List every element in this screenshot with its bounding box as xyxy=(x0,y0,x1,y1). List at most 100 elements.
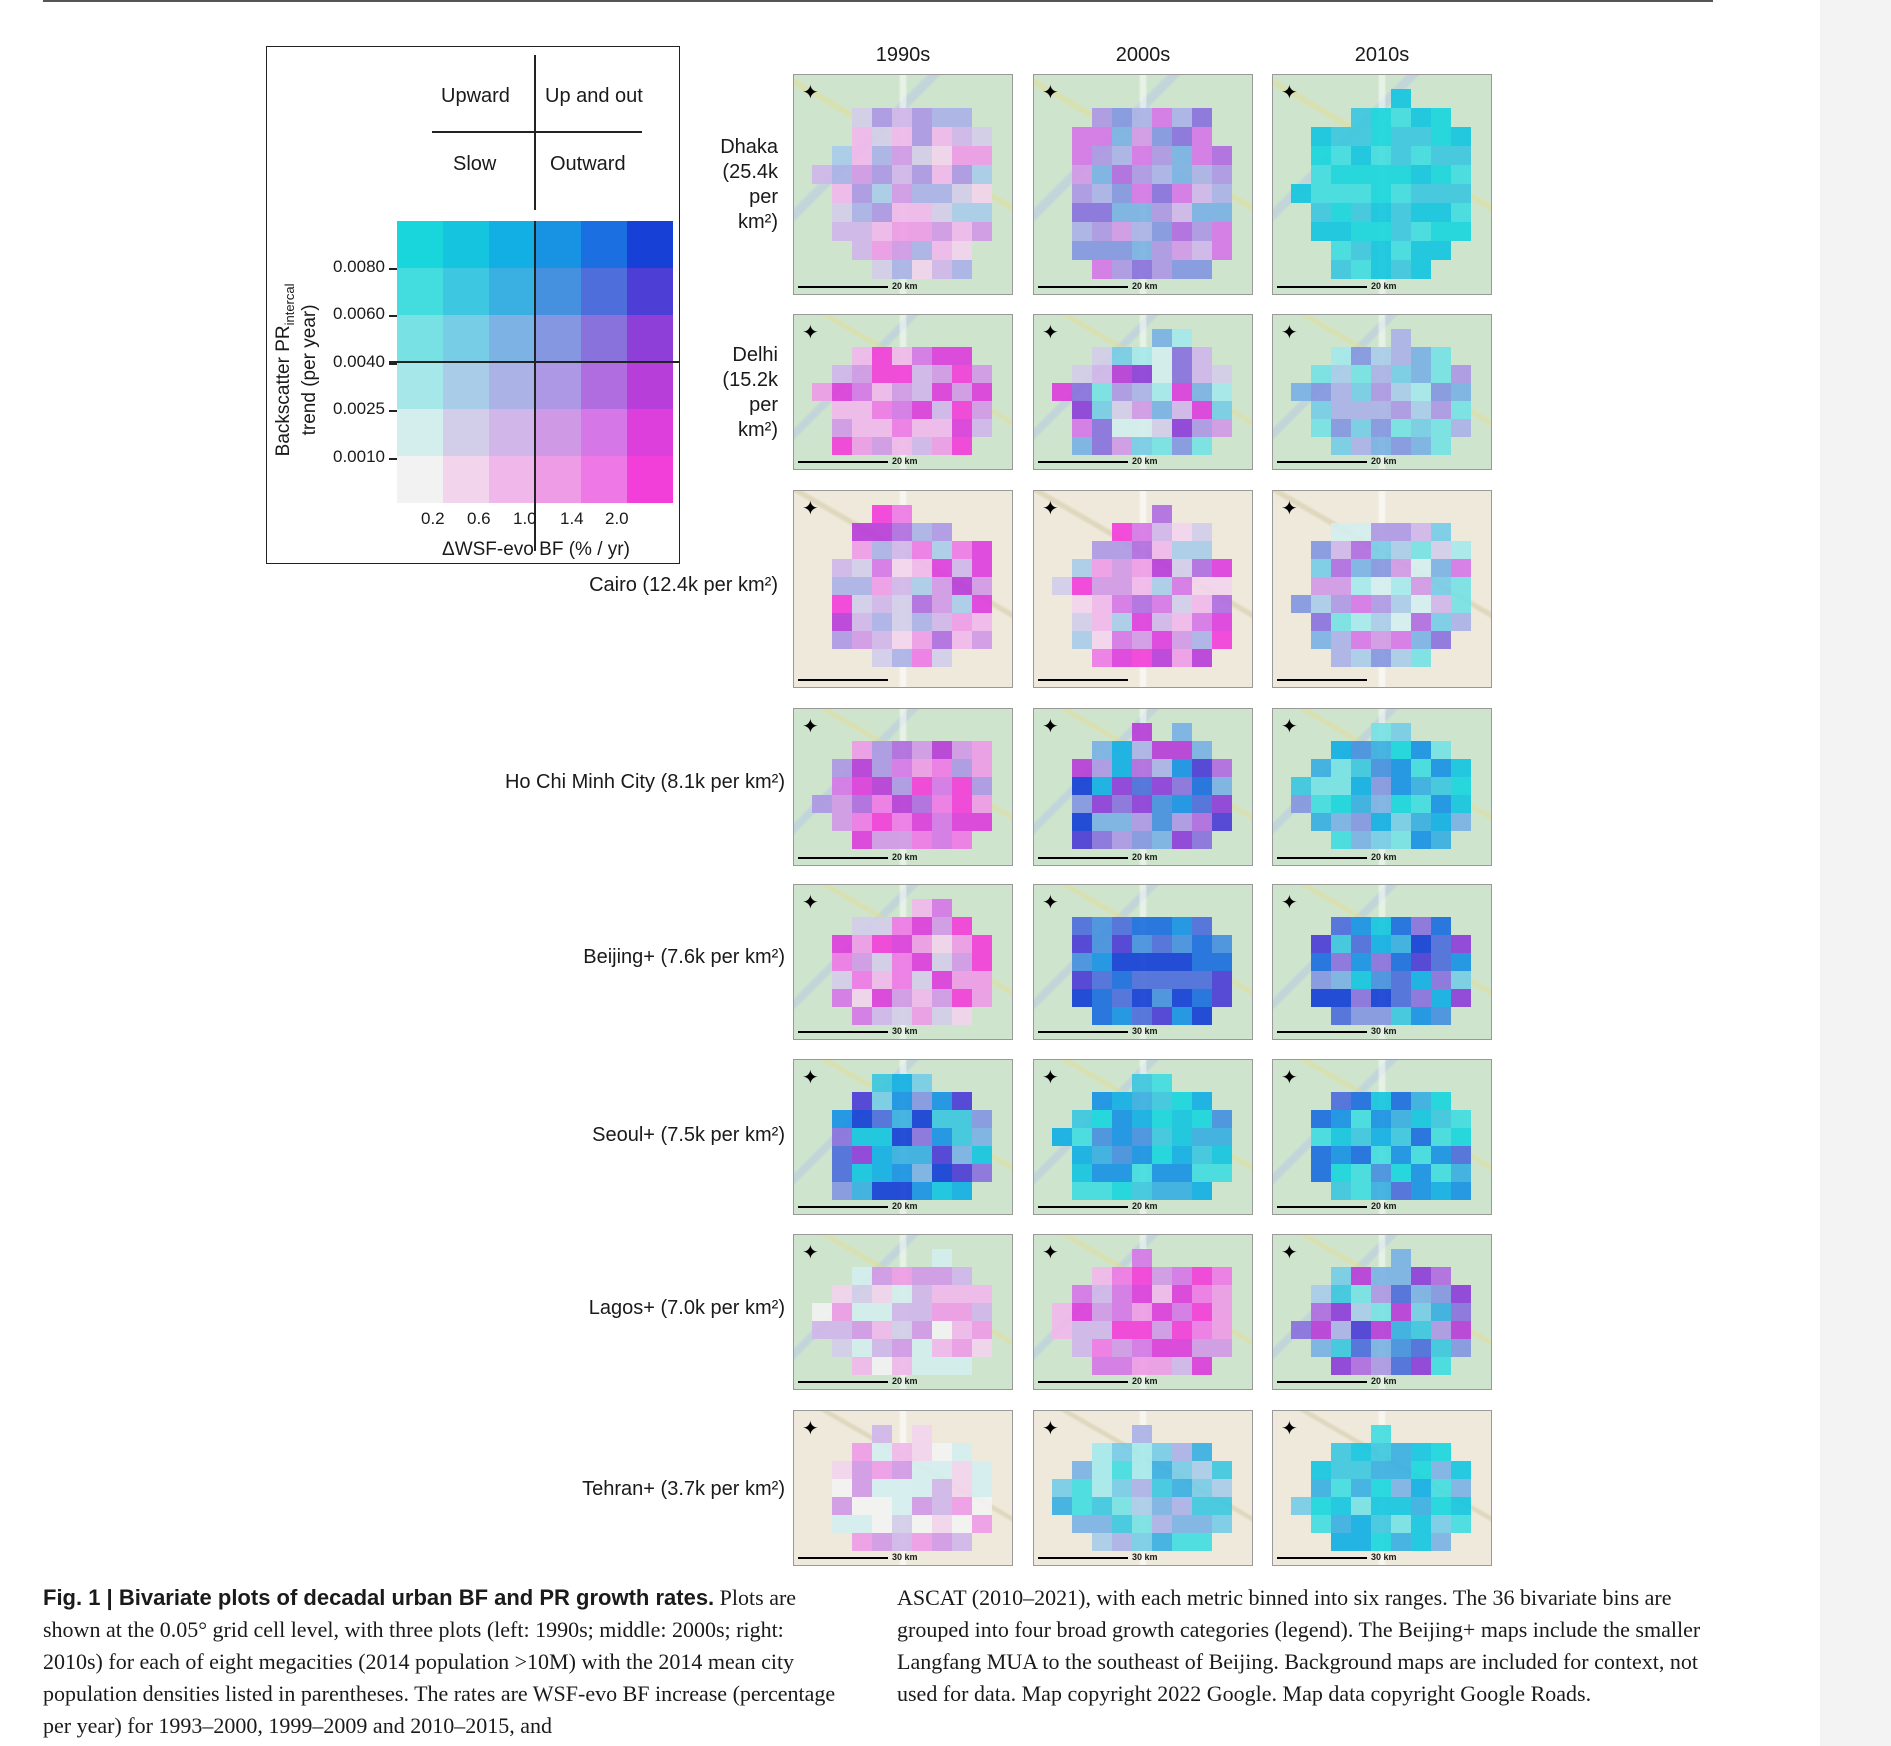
grid-cell xyxy=(832,989,852,1007)
city-map-panel: ✦ xyxy=(1272,490,1492,688)
grid-cell xyxy=(892,260,912,279)
grid-cell xyxy=(1311,184,1331,203)
grid-cell xyxy=(1052,1164,1072,1182)
grid-cell xyxy=(1152,559,1172,577)
grid-cell xyxy=(1092,917,1112,935)
grid-cell xyxy=(1351,146,1371,165)
grid-cell xyxy=(912,649,932,667)
grid-cell xyxy=(1451,899,1471,917)
grid-cell xyxy=(1311,813,1331,831)
grid-cell xyxy=(1331,1285,1351,1303)
scale-bar: 20 km xyxy=(1038,852,1158,862)
grid-cell xyxy=(1192,523,1212,541)
grid-cell xyxy=(1431,1249,1451,1267)
grid-cell xyxy=(1132,347,1152,365)
grid-cell xyxy=(1371,777,1391,795)
grid-cell xyxy=(1092,89,1112,108)
grid-cell xyxy=(1052,795,1072,813)
north-arrow-icon: ✦ xyxy=(802,498,819,520)
grid-cell xyxy=(952,1007,972,1025)
grid-cell xyxy=(1291,1110,1311,1128)
grid-cell xyxy=(1212,559,1232,577)
grid-cell xyxy=(1451,1110,1471,1128)
grid-cell xyxy=(832,899,852,917)
grid-cell xyxy=(1391,1479,1411,1497)
grid-cell xyxy=(1331,1092,1351,1110)
grid-cell xyxy=(872,613,892,631)
grid-cell xyxy=(972,222,992,241)
city-map-panel: ✦ 20 km xyxy=(793,74,1013,295)
grid-cell xyxy=(1132,813,1152,831)
scale-bar-line xyxy=(798,1205,888,1208)
grid-cell xyxy=(932,759,952,777)
grid-cell xyxy=(1052,241,1072,260)
grid-cell xyxy=(852,631,872,649)
grid-cell xyxy=(832,559,852,577)
grid-cell xyxy=(1351,1443,1371,1461)
grid-cell xyxy=(1172,1128,1192,1146)
caption-right: ASCAT (2010–2021), with each metric binn… xyxy=(897,1585,1701,1706)
grid-cell xyxy=(1212,723,1232,741)
grid-cell xyxy=(1411,1443,1431,1461)
grid-cell xyxy=(1371,1479,1391,1497)
grid-cell xyxy=(1431,203,1451,222)
grid-cell xyxy=(832,1533,852,1551)
grid-cell xyxy=(1192,971,1212,989)
grid-cell xyxy=(1291,1497,1311,1515)
grid-cell xyxy=(1391,1128,1411,1146)
grid-cell xyxy=(1351,1110,1371,1128)
grid-cell xyxy=(892,831,912,849)
grid-cell xyxy=(1152,989,1172,1007)
grid-cell xyxy=(1331,1321,1351,1339)
grid-cell xyxy=(1152,222,1172,241)
grid-cell xyxy=(1052,777,1072,795)
scale-bar-line xyxy=(1038,1556,1128,1559)
grid-cell xyxy=(952,1074,972,1092)
grid-cell xyxy=(952,559,972,577)
grid-cell xyxy=(952,1533,972,1551)
grid-cell xyxy=(1431,541,1451,559)
grid-cell xyxy=(1152,347,1172,365)
grid-cell xyxy=(952,1249,972,1267)
grid-cell xyxy=(1411,795,1431,813)
grid-cell xyxy=(1112,631,1132,649)
grid-cell xyxy=(912,795,932,813)
grid-cell xyxy=(1072,1533,1092,1551)
grid-cell xyxy=(1132,577,1152,595)
grid-cell xyxy=(1291,222,1311,241)
grid-cell xyxy=(1052,1092,1072,1110)
grid-cell xyxy=(1132,1249,1152,1267)
grid-cell xyxy=(1112,1339,1132,1357)
grid-cell xyxy=(1112,1357,1132,1375)
grid-cell xyxy=(1092,595,1112,613)
scale-bar-line xyxy=(1277,856,1367,859)
grid-cell xyxy=(1451,365,1471,383)
grid-cell xyxy=(1152,419,1172,437)
legend-category-hline xyxy=(432,131,642,133)
grid-cell xyxy=(1311,1339,1331,1357)
grid-cell xyxy=(1172,541,1192,559)
scale-bar-line xyxy=(1038,1380,1128,1383)
grid-cell xyxy=(1331,759,1351,777)
grid-cell xyxy=(892,917,912,935)
grid-cell xyxy=(1132,935,1152,953)
grid-cell xyxy=(972,127,992,146)
grid-cell xyxy=(1451,759,1471,777)
grid-cell xyxy=(1152,1164,1172,1182)
grid-cell xyxy=(852,1321,872,1339)
grid-cell xyxy=(1152,1092,1172,1110)
grid-cell xyxy=(1172,89,1192,108)
grid-cell xyxy=(1172,184,1192,203)
legend-category-vline xyxy=(534,55,536,210)
grid-cell xyxy=(1331,813,1351,831)
grid-cell xyxy=(1172,1267,1192,1285)
grid-cell xyxy=(1331,1339,1351,1357)
north-arrow-icon: ✦ xyxy=(802,1418,819,1440)
grid-cell xyxy=(1371,1267,1391,1285)
grid-cell xyxy=(1152,1074,1172,1092)
grid-cell xyxy=(1092,1357,1112,1375)
grid-cell xyxy=(1092,723,1112,741)
grid-cell xyxy=(1431,723,1451,741)
grid-cell xyxy=(1092,222,1112,241)
scale-bar-line xyxy=(798,1380,888,1383)
